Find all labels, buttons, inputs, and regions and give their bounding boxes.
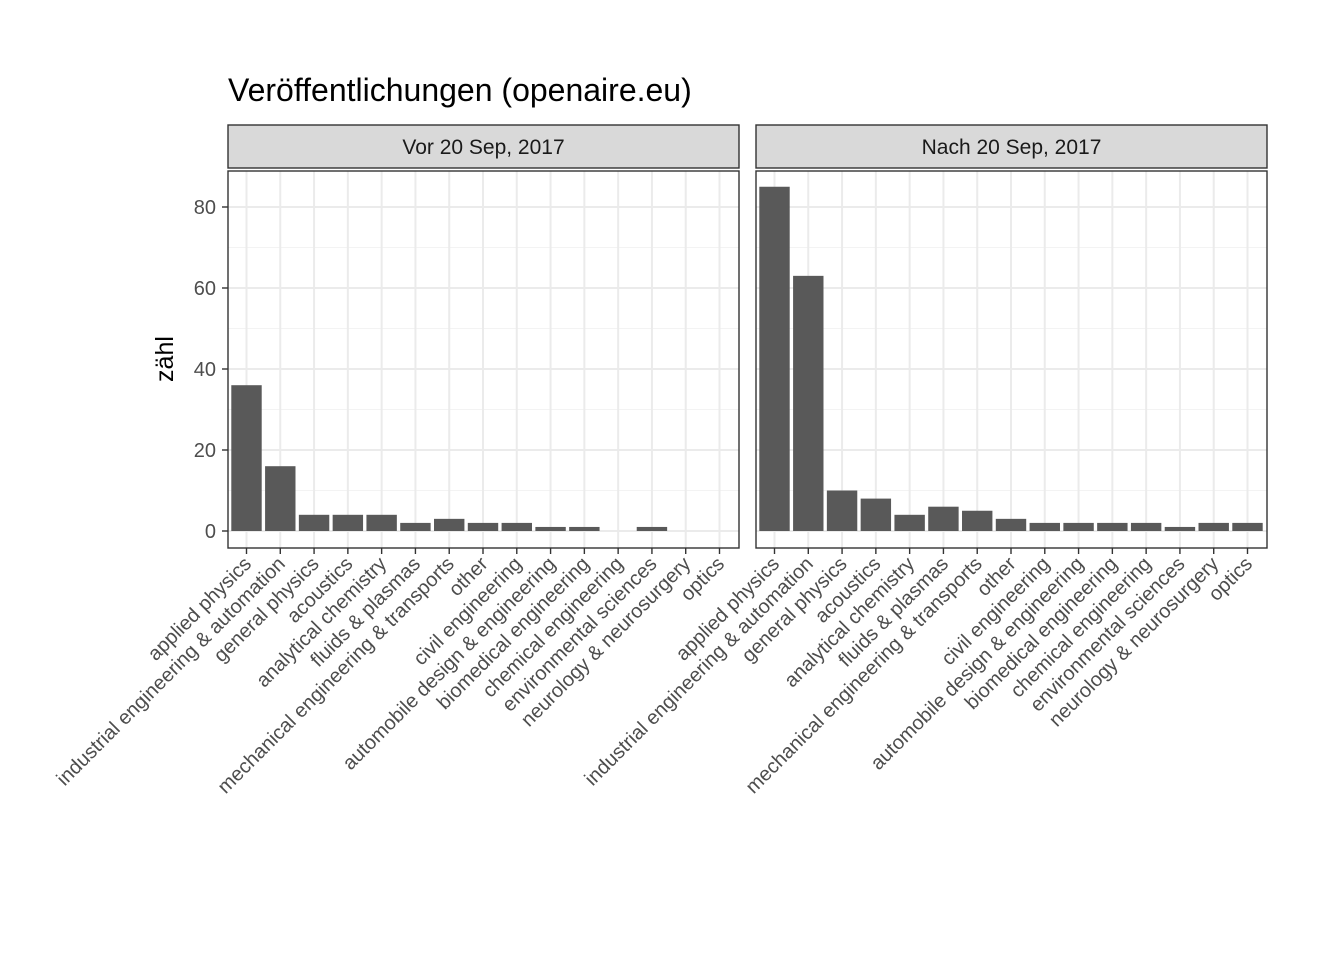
bar-other bbox=[995, 518, 1027, 531]
y-axis-label: zähl bbox=[151, 336, 179, 382]
bar-fluids-plasmas bbox=[400, 522, 431, 531]
bar-other bbox=[467, 522, 499, 531]
facet-strip-label: Nach 20 Sep, 2017 bbox=[922, 136, 1102, 159]
bar-mechanical-engineering-transports bbox=[962, 510, 993, 531]
bar-analytical-chemistry bbox=[894, 514, 925, 531]
bar-analytical-chemistry bbox=[366, 514, 397, 531]
y-tick-label: 80 bbox=[194, 197, 216, 219]
bar-automobile-design-engineering bbox=[535, 526, 566, 531]
bar-civil-engineering bbox=[1029, 522, 1060, 531]
y-tick-label: 20 bbox=[194, 440, 216, 462]
bar-general-physics bbox=[826, 490, 858, 531]
bar-biomedical-engineering bbox=[1097, 522, 1128, 531]
bar-fluids-plasmas bbox=[928, 506, 959, 531]
bar-automobile-design-engineering bbox=[1063, 522, 1094, 531]
bar-civil-engineering bbox=[501, 522, 532, 531]
bar-applied-physics bbox=[759, 186, 790, 531]
bar-industrial-engineering-automation bbox=[793, 275, 824, 531]
bar-optics bbox=[1232, 522, 1263, 531]
bar-industrial-engineering-automation bbox=[265, 466, 296, 531]
bar-acoustics bbox=[332, 514, 364, 531]
y-tick-label: 40 bbox=[194, 359, 216, 381]
y-tick-label: 60 bbox=[194, 278, 216, 300]
facet-strip bbox=[227, 124, 740, 169]
bar-general-physics bbox=[298, 514, 330, 531]
chart-title: Veröffentlichungen (openaire.eu) bbox=[228, 72, 692, 108]
facet-strip bbox=[755, 124, 1268, 169]
bar-environmental-sciences bbox=[1164, 526, 1196, 531]
bar-chemical-engineering bbox=[1130, 522, 1162, 531]
facet-strip-label: Vor 20 Sep, 2017 bbox=[402, 136, 564, 159]
bar-neurology-neurosurgery bbox=[1198, 522, 1229, 531]
bar-acoustics bbox=[860, 498, 892, 531]
bar-mechanical-engineering-transports bbox=[434, 518, 465, 531]
bar-environmental-sciences bbox=[636, 526, 668, 531]
y-tick-label: 0 bbox=[205, 521, 216, 543]
bar-biomedical-engineering bbox=[569, 526, 600, 531]
bar-applied-physics bbox=[231, 385, 262, 531]
